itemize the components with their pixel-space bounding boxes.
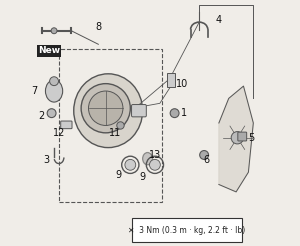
FancyBboxPatch shape xyxy=(37,45,61,57)
Text: 3: 3 xyxy=(44,155,50,165)
FancyBboxPatch shape xyxy=(132,218,242,242)
Text: 12: 12 xyxy=(53,128,65,138)
Circle shape xyxy=(170,109,179,118)
FancyBboxPatch shape xyxy=(61,121,72,129)
Text: 4: 4 xyxy=(216,15,222,25)
Circle shape xyxy=(50,77,58,86)
Circle shape xyxy=(81,84,130,133)
Ellipse shape xyxy=(142,153,152,165)
Circle shape xyxy=(88,91,123,125)
Text: 1: 1 xyxy=(182,108,188,118)
FancyBboxPatch shape xyxy=(132,105,146,117)
Circle shape xyxy=(51,28,57,34)
FancyBboxPatch shape xyxy=(167,73,175,87)
Polygon shape xyxy=(219,86,253,192)
Ellipse shape xyxy=(74,74,142,148)
Circle shape xyxy=(117,122,124,129)
Ellipse shape xyxy=(46,80,63,102)
Text: 6: 6 xyxy=(203,155,210,165)
Circle shape xyxy=(231,132,244,144)
Text: 9: 9 xyxy=(140,172,146,182)
Text: 5: 5 xyxy=(248,133,254,143)
Text: ✕  3 Nm (0.3 m · kg, 2.2 ft · lb): ✕ 3 Nm (0.3 m · kg, 2.2 ft · lb) xyxy=(128,226,245,234)
FancyBboxPatch shape xyxy=(238,132,247,141)
Text: 9: 9 xyxy=(115,170,121,180)
Circle shape xyxy=(149,159,160,170)
Text: 2: 2 xyxy=(39,111,45,121)
Text: 7: 7 xyxy=(31,86,38,96)
Circle shape xyxy=(200,151,208,159)
Text: 13: 13 xyxy=(149,150,161,160)
Text: New: New xyxy=(38,46,60,55)
Text: 10: 10 xyxy=(176,79,188,89)
Text: 8: 8 xyxy=(95,22,101,32)
Text: 11: 11 xyxy=(110,128,122,138)
Circle shape xyxy=(125,159,136,170)
Circle shape xyxy=(47,109,56,118)
